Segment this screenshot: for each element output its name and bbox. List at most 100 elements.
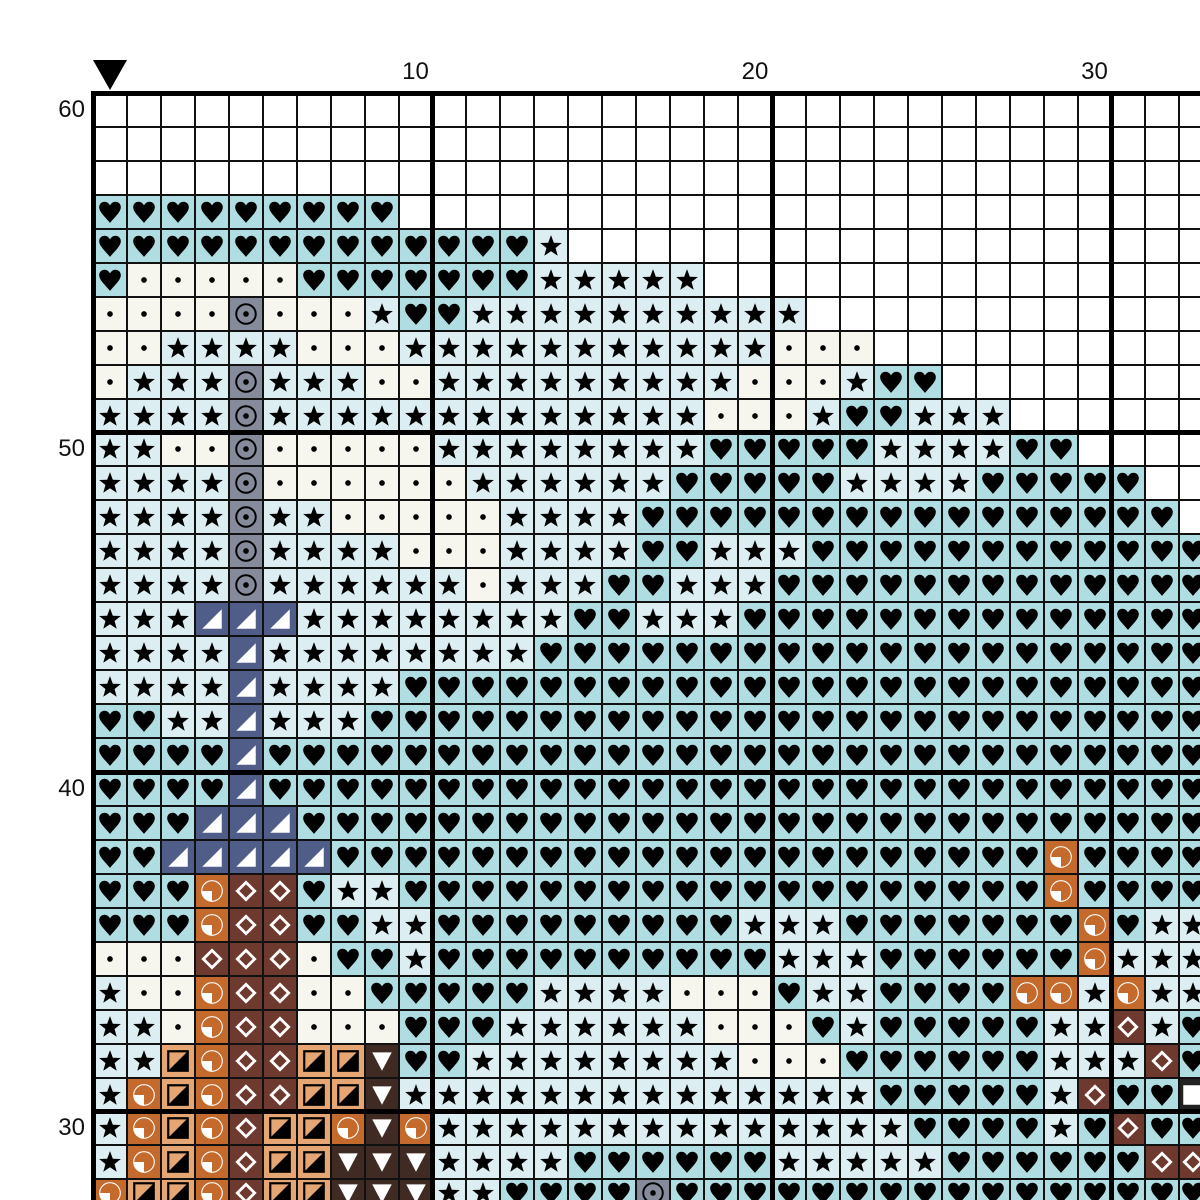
- stitch-cell-star-r48-c7: [297, 501, 330, 534]
- stitch-cell-empty-r59-c23: [840, 127, 873, 160]
- diamond-icon: [267, 1082, 293, 1108]
- heart-icon: [776, 878, 802, 904]
- stitch-cell-empty-r55-c21: [773, 263, 805, 296]
- heart-icon: [878, 403, 904, 429]
- dot-icon: [708, 1014, 734, 1040]
- stitch-cell-heart-r41-c26: [942, 739, 975, 771]
- stitch-cell-heart-r47-c23: [840, 535, 873, 568]
- diamond-icon: [233, 1115, 259, 1141]
- stitch-cell-star-r45-c1: [94, 603, 126, 636]
- stitch-cell-heart-r28-c22: [806, 1180, 839, 1200]
- heart-icon: [946, 1048, 972, 1074]
- heart-icon: [301, 776, 327, 802]
- star-icon: [165, 403, 191, 429]
- dot-icon: [301, 946, 327, 972]
- stitch-cell-empty-r59-c20: [739, 127, 771, 160]
- start-marker-triangle-down-icon: [93, 60, 127, 90]
- stitch-cell-empty-r55-c23: [840, 263, 873, 296]
- stitch-cell-heart-r33-c27: [976, 1010, 1009, 1043]
- star-icon: [504, 1115, 530, 1141]
- stitch-cell-star-r31-c22: [806, 1078, 839, 1111]
- stitch-cell-heart-r37-c10: [399, 874, 432, 907]
- stitch-cell-empty-r53-c25: [908, 331, 941, 364]
- heart-icon: [912, 742, 938, 768]
- heart-icon: [674, 742, 700, 768]
- row-label: 60: [58, 95, 85, 123]
- dot-icon: [742, 1014, 768, 1040]
- heart-icon: [1014, 946, 1040, 972]
- stitch-cell-heart-r39-c20: [739, 806, 771, 839]
- stitch-cell-star-r45-c18: [671, 603, 704, 636]
- star-icon: [470, 301, 496, 327]
- heart-icon: [1082, 810, 1108, 836]
- stitch-cell-heart-r42-c32: [1146, 705, 1179, 738]
- heart-icon: [810, 504, 836, 530]
- stitch-cell-empty-r56-c30: [1078, 229, 1111, 262]
- heart-icon: [572, 776, 598, 802]
- stitch-cell-dot-r55-c2: [127, 263, 160, 296]
- stitch-cell-empty-r55-c20: [739, 263, 771, 296]
- heart-icon: [878, 708, 904, 734]
- star-icon: [1082, 1014, 1108, 1040]
- stitch-cell-heart-r35-c9: [365, 942, 398, 975]
- diamond-icon: [267, 946, 293, 972]
- star-icon: [199, 369, 225, 395]
- stitch-cell-star-r44-c12: [467, 637, 500, 670]
- stitch-cell-heart-r41-c7: [297, 739, 330, 771]
- stitch-cell-heart-r43-c18: [671, 671, 704, 704]
- stitch-cell-empty-r56-c25: [908, 229, 941, 262]
- heart-icon: [1149, 538, 1175, 564]
- stitch-cell-heart-r48-c19: [705, 501, 738, 534]
- stitch-cell-heart-r38-c8: [331, 840, 364, 873]
- heart-icon: [980, 878, 1006, 904]
- heart-icon: [776, 980, 802, 1006]
- star-icon: [674, 1115, 700, 1141]
- stitch-cell-empty-r59-c30: [1078, 127, 1111, 160]
- stitch-cell-dot-r33-c3: [161, 1010, 194, 1043]
- stitch-cell-heart-r55-c13: [501, 263, 534, 296]
- stitch-cell-heart-r41-c6: [263, 739, 296, 771]
- star-icon: [572, 1082, 598, 1108]
- heart-icon: [335, 267, 361, 293]
- stitch-cell-star-r53-c6: [263, 331, 296, 364]
- half-triangle-icon: [233, 674, 259, 700]
- stitch-cell-heart-r28-c19: [705, 1180, 738, 1200]
- heart-icon: [980, 1115, 1006, 1141]
- stitch-cell-heart-r57-c6: [263, 195, 296, 228]
- stitch-cell-circled-dot-r48-c5: [229, 501, 262, 534]
- major-gridline-vertical: [1109, 91, 1114, 1200]
- star-icon: [1180, 912, 1200, 938]
- heart-icon: [131, 912, 157, 938]
- stitch-cell-heart-r47-c25: [908, 535, 941, 568]
- star-icon: [267, 708, 293, 734]
- stitch-cell-empty-r55-c26: [942, 263, 975, 296]
- heart-icon: [980, 742, 1006, 768]
- half-square-icon: [165, 1048, 191, 1074]
- stitch-cell-heart-r56-c11: [433, 229, 466, 262]
- star-icon: [369, 403, 395, 429]
- stitch-cell-heart-r29-c27: [976, 1146, 1009, 1179]
- heart-icon: [403, 1048, 429, 1074]
- heart-icon: [1115, 878, 1141, 904]
- heart-icon: [946, 708, 972, 734]
- stitch-cell-star-r52-c17: [637, 365, 670, 398]
- stitch-cell-quarter-circle-r35-c30: [1078, 942, 1111, 975]
- stitch-cell-empty-r60-c19: [705, 94, 738, 126]
- stitch-cell-heart-r40-c24: [874, 773, 907, 805]
- stitch-cell-heart-r29-c16: [603, 1146, 636, 1179]
- star-icon: [538, 335, 564, 361]
- stitch-cell-heart-r40-c19: [705, 773, 738, 805]
- heart-icon: [131, 810, 157, 836]
- dot-icon: [267, 301, 293, 327]
- heart-icon: [436, 810, 462, 836]
- heart-icon: [980, 470, 1006, 496]
- stitch-cell-half-triangle-r38-c4: [195, 840, 228, 873]
- major-gridline-vertical: [430, 91, 435, 1200]
- stitch-cell-star-r44-c11: [433, 637, 466, 670]
- major-gridline-horizontal: [91, 769, 1200, 775]
- star-icon: [267, 403, 293, 429]
- heart-icon: [1149, 844, 1175, 870]
- star-icon: [267, 335, 293, 361]
- stitch-cell-heart-r30-c26: [942, 1112, 975, 1145]
- star-icon: [97, 980, 123, 1006]
